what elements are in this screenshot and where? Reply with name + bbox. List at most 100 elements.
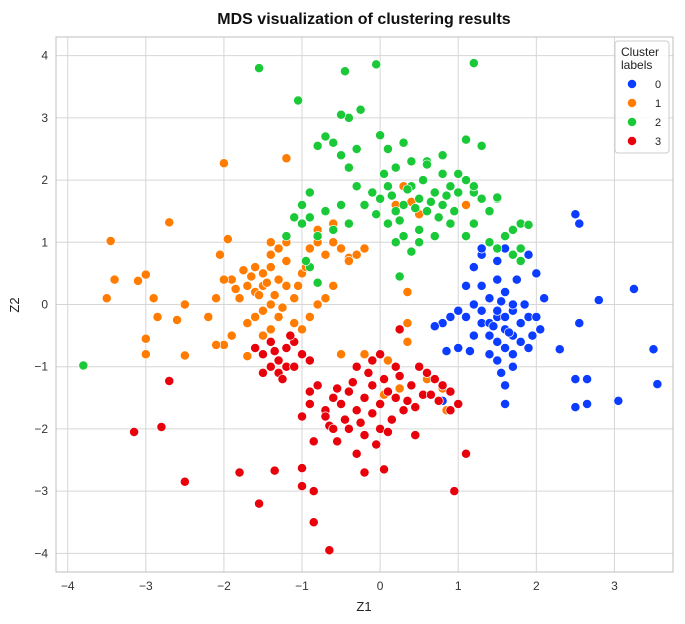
data-point-cluster-2 bbox=[343, 218, 354, 229]
x-tick-label: −3 bbox=[139, 579, 153, 593]
data-point-cluster-3 bbox=[320, 411, 331, 422]
data-point-cluster-3 bbox=[414, 361, 425, 372]
data-point-cluster-3 bbox=[382, 386, 393, 397]
data-point-cluster-3 bbox=[328, 423, 339, 434]
data-point-cluster-1 bbox=[336, 349, 347, 360]
data-point-cluster-3 bbox=[386, 414, 397, 425]
data-point-cluster-2 bbox=[468, 181, 479, 192]
data-point-cluster-3 bbox=[461, 448, 471, 459]
data-point-cluster-3 bbox=[433, 395, 444, 406]
data-point-cluster-2 bbox=[433, 212, 444, 223]
data-point-cluster-3 bbox=[234, 467, 245, 478]
data-point-cluster-2 bbox=[379, 168, 389, 179]
data-point-cluster-0 bbox=[531, 268, 542, 279]
data-point-cluster-1 bbox=[140, 349, 151, 360]
data-point-cluster-1 bbox=[461, 200, 471, 210]
data-point-cluster-1 bbox=[148, 293, 159, 304]
data-point-cluster-3 bbox=[289, 361, 300, 372]
data-point-cluster-2 bbox=[453, 168, 464, 179]
data-point-cluster-0 bbox=[453, 305, 464, 316]
data-point-cluster-2 bbox=[367, 187, 378, 198]
data-point-cluster-2 bbox=[484, 206, 495, 217]
data-point-cluster-2 bbox=[340, 66, 350, 77]
data-point-cluster-0 bbox=[476, 305, 487, 316]
legend-title: Cluster bbox=[621, 45, 659, 59]
data-point-cluster-3 bbox=[445, 386, 456, 397]
data-point-cluster-0 bbox=[504, 327, 514, 338]
data-point-cluster-2 bbox=[418, 175, 429, 186]
data-point-cluster-1 bbox=[242, 351, 253, 362]
data-point-cluster-0 bbox=[500, 343, 511, 353]
data-point-cluster-3 bbox=[308, 436, 319, 447]
scatter-points bbox=[78, 58, 663, 556]
data-point-cluster-0 bbox=[628, 283, 639, 294]
data-point-cluster-2 bbox=[461, 175, 471, 186]
data-point-cluster-3 bbox=[343, 386, 354, 397]
data-point-cluster-2 bbox=[355, 104, 366, 115]
data-point-cluster-2 bbox=[476, 140, 487, 151]
data-point-cluster-1 bbox=[226, 330, 237, 341]
data-point-cluster-2 bbox=[78, 360, 89, 371]
data-point-cluster-3 bbox=[359, 467, 370, 478]
data-point-cluster-0 bbox=[492, 355, 503, 366]
data-point-cluster-3 bbox=[258, 367, 268, 378]
legend-marker-1 bbox=[627, 98, 637, 108]
data-point-cluster-1 bbox=[261, 277, 272, 288]
data-point-cluster-3 bbox=[449, 486, 460, 497]
data-point-cluster-0 bbox=[496, 367, 507, 378]
data-point-cluster-1 bbox=[328, 280, 339, 291]
data-point-cluster-1 bbox=[304, 311, 315, 322]
data-point-cluster-2 bbox=[414, 237, 425, 248]
data-point-cluster-0 bbox=[484, 349, 495, 360]
data-point-cluster-3 bbox=[324, 545, 335, 556]
data-point-cluster-1 bbox=[265, 249, 276, 260]
data-point-cluster-0 bbox=[461, 280, 471, 291]
data-point-cluster-2 bbox=[375, 193, 386, 204]
data-point-cluster-2 bbox=[382, 181, 393, 192]
data-point-cluster-3 bbox=[359, 430, 370, 441]
data-point-cluster-3 bbox=[429, 374, 440, 385]
legend-marker-3 bbox=[627, 136, 637, 146]
data-point-cluster-2 bbox=[351, 144, 362, 154]
data-point-cluster-2 bbox=[437, 168, 448, 179]
data-point-cluster-1 bbox=[211, 339, 222, 350]
data-point-cluster-1 bbox=[265, 299, 276, 310]
data-point-cluster-3 bbox=[394, 324, 405, 335]
data-point-cluster-0 bbox=[492, 274, 503, 285]
data-point-cluster-2 bbox=[382, 144, 393, 154]
data-point-cluster-0 bbox=[445, 311, 456, 322]
data-point-cluster-2 bbox=[336, 200, 347, 210]
data-point-cluster-1 bbox=[164, 217, 175, 228]
data-point-cluster-0 bbox=[515, 336, 526, 347]
data-point-cluster-3 bbox=[363, 367, 374, 378]
data-point-cluster-3 bbox=[297, 411, 307, 422]
data-point-cluster-2 bbox=[300, 256, 311, 266]
data-point-cluster-3 bbox=[390, 392, 401, 403]
y-tick-label: −2 bbox=[34, 422, 48, 436]
data-point-cluster-2 bbox=[437, 150, 448, 161]
data-point-cluster-2 bbox=[375, 130, 386, 141]
x-axis-label: Z1 bbox=[356, 599, 371, 614]
y-tick-label: −4 bbox=[34, 546, 48, 560]
data-point-cluster-3 bbox=[258, 349, 268, 360]
data-point-cluster-0 bbox=[500, 380, 511, 391]
data-point-cluster-0 bbox=[468, 330, 479, 341]
data-point-cluster-3 bbox=[453, 399, 464, 409]
data-point-cluster-3 bbox=[382, 427, 393, 437]
data-point-cluster-2 bbox=[507, 249, 518, 260]
data-point-cluster-3 bbox=[281, 343, 292, 353]
data-point-cluster-3 bbox=[332, 383, 343, 394]
data-point-cluster-3 bbox=[375, 349, 386, 360]
axes: −4 −3 −2 −1 0 1 2 3 −4 −3 −2 −1 0 1 2 3 4 bbox=[34, 36, 674, 593]
y-tick-label: −3 bbox=[34, 484, 48, 498]
x-tick-label: −4 bbox=[61, 579, 75, 593]
data-point-cluster-2 bbox=[523, 219, 534, 230]
data-point-cluster-3 bbox=[332, 436, 343, 447]
x-tick-label: 2 bbox=[533, 579, 540, 593]
data-point-cluster-1 bbox=[312, 299, 323, 310]
data-point-cluster-1 bbox=[351, 249, 362, 260]
data-point-cluster-1 bbox=[320, 249, 331, 260]
plot-frame bbox=[55, 36, 674, 573]
data-point-cluster-0 bbox=[476, 280, 487, 291]
data-point-cluster-2 bbox=[492, 192, 503, 203]
